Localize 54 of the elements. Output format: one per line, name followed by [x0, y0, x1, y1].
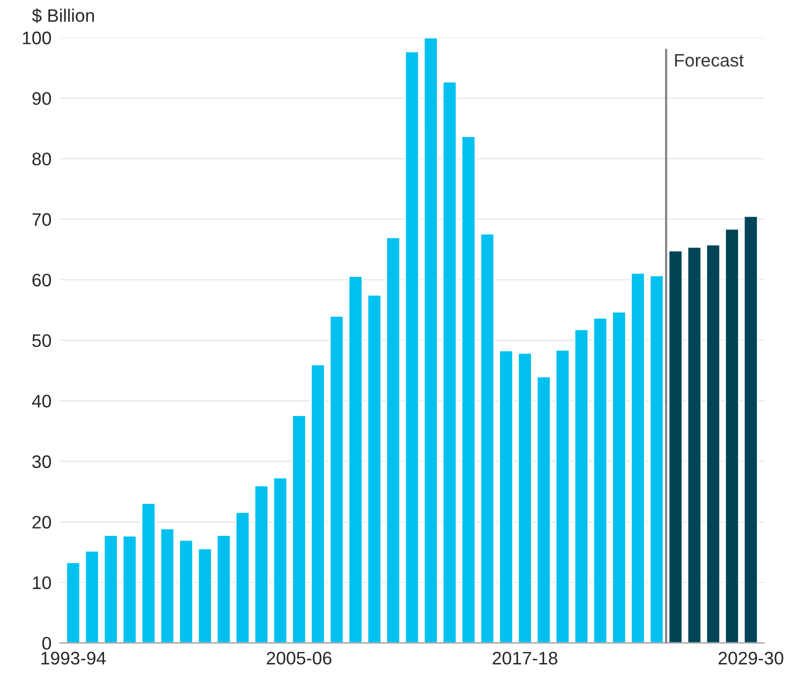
bar [517, 352, 532, 643]
bar [272, 477, 288, 643]
bar [84, 550, 100, 643]
bar [310, 364, 326, 643]
y-axis-title: $ Billion [32, 8, 94, 24]
x-tick-label: 1993-94 [41, 652, 106, 665]
bar [555, 349, 570, 643]
bar [461, 136, 476, 643]
bar [649, 274, 664, 643]
y-tick-label: 0 [42, 636, 51, 650]
bar [574, 328, 589, 643]
bar [706, 244, 721, 643]
bar [160, 528, 175, 643]
bar [103, 534, 118, 643]
bar [178, 539, 194, 643]
y-tick-label: 20 [32, 516, 51, 529]
bar [668, 250, 683, 643]
bar [724, 228, 740, 643]
bar [612, 311, 627, 643]
y-tick-label: 80 [32, 152, 51, 166]
bar [743, 216, 758, 643]
y-tick-label: 100 [22, 32, 51, 44]
bar [66, 562, 81, 643]
bar [366, 294, 382, 643]
bar [122, 535, 138, 643]
y-tick-label: 10 [32, 576, 51, 590]
bar [536, 376, 552, 643]
bar [480, 233, 495, 643]
bar [329, 315, 344, 643]
x-tick-label: 2005-06 [266, 652, 332, 665]
x-tick-label: 2029-30 [718, 652, 784, 665]
y-tick-label: 60 [32, 274, 51, 286]
y-tick-label: 40 [32, 394, 51, 408]
bar [592, 317, 608, 643]
bar [423, 38, 438, 643]
y-tick-label: 30 [32, 455, 51, 468]
bar [348, 275, 363, 643]
bar [442, 81, 458, 643]
bar [141, 502, 156, 643]
bar [404, 50, 420, 643]
annotation: Forecast [675, 54, 744, 67]
bar [386, 236, 401, 643]
bar [686, 246, 702, 643]
bar [235, 512, 250, 643]
bar [216, 534, 232, 643]
y-tick-label: 70 [32, 213, 51, 226]
bar [292, 414, 307, 643]
bar [254, 484, 269, 643]
bar [630, 272, 646, 643]
y-tick-label: 90 [32, 92, 51, 105]
y-tick-label: 50 [32, 334, 51, 348]
x-tick-label: 2017-18 [492, 652, 558, 665]
bar [498, 350, 514, 643]
bar [197, 548, 212, 643]
